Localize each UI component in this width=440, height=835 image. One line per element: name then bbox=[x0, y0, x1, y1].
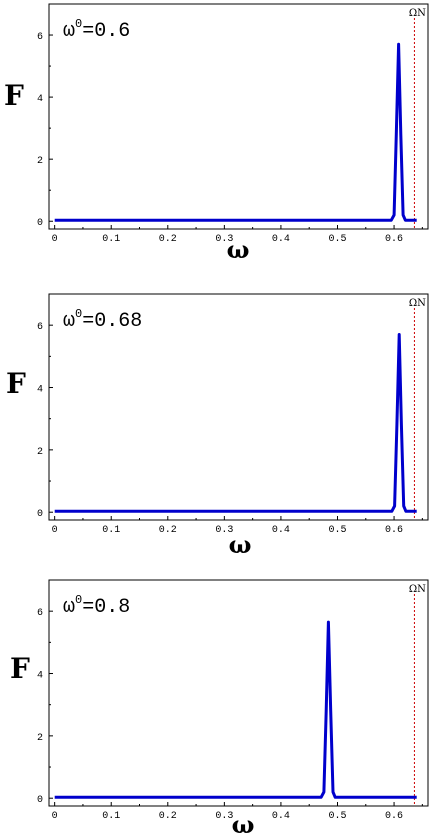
y-tick-label: 4 bbox=[37, 385, 43, 396]
y-tick-label: 6 bbox=[37, 608, 43, 619]
x-tick-label: 0.6 bbox=[385, 811, 403, 822]
y-axis-label: F bbox=[6, 367, 26, 400]
y-tick-label: 6 bbox=[37, 32, 43, 43]
x-tick-label: 0.3 bbox=[215, 525, 233, 536]
x-tick-label: 0.4 bbox=[272, 525, 290, 536]
y-tick-label: 0 bbox=[37, 509, 43, 520]
x-tick-label: 0.2 bbox=[159, 811, 177, 822]
series-line bbox=[54, 333, 417, 513]
y-tick-label: 4 bbox=[37, 671, 43, 682]
y-tick-label: 0 bbox=[37, 218, 43, 229]
x-tick-label: 0.1 bbox=[102, 525, 120, 536]
x-axis-label: ω bbox=[232, 810, 255, 835]
omega0-annotation: ω0=0.8 bbox=[63, 593, 130, 619]
y-tick-label: 2 bbox=[37, 156, 43, 167]
y-tick-label: 2 bbox=[37, 733, 43, 744]
x-tick-label: 0.5 bbox=[328, 525, 346, 536]
x-tick-label: 0.4 bbox=[272, 234, 290, 245]
x-tick-label: 0 bbox=[52, 234, 58, 245]
x-tick-label: 0 bbox=[52, 525, 58, 536]
x-tick-label: 0.4 bbox=[272, 811, 290, 822]
x-tick-label: 0.5 bbox=[328, 811, 346, 822]
y-tick-label: 2 bbox=[37, 447, 43, 458]
x-axis-label: ω bbox=[227, 235, 250, 264]
x-tick-label: 0.6 bbox=[385, 525, 403, 536]
x-tick-label: 0.6 bbox=[385, 234, 403, 245]
y-tick-label: 4 bbox=[37, 94, 43, 105]
y-axis-label: F bbox=[10, 652, 30, 685]
chart-panel-2: 0 0.1 0.2 0.3 0.4 0.5 0.6 0 2 4 6 ΩN ω0=0.68 Fω bbox=[6, 293, 429, 559]
omega-n-marker-label: ΩN bbox=[409, 584, 426, 595]
plot-frame bbox=[48, 579, 429, 807]
x-tick-label: 0.3 bbox=[215, 234, 233, 245]
x-tick-label: 0.5 bbox=[328, 234, 346, 245]
omega0-annotation: ω0=0.68 bbox=[63, 307, 142, 333]
x-tick-label: 0.1 bbox=[102, 234, 120, 245]
y-tick-label: 0 bbox=[37, 795, 43, 806]
series-line bbox=[54, 42, 417, 222]
x-tick-label: 0.2 bbox=[159, 525, 177, 536]
plot-frame bbox=[48, 293, 429, 521]
x-tick-label: 0.2 bbox=[159, 234, 177, 245]
omega-n-marker-label: ΩN bbox=[409, 298, 426, 309]
chart-panel-3: 0 0.1 0.2 0.3 0.4 0.5 0.6 0 2 4 6 ΩN ω0=0.8 Fω bbox=[10, 579, 429, 835]
plot-frame bbox=[48, 3, 429, 230]
omega-n-marker-label: ΩN bbox=[409, 8, 426, 19]
x-tick-label: 0 bbox=[52, 811, 58, 822]
series-line bbox=[54, 620, 417, 799]
y-tick-label: 6 bbox=[37, 322, 43, 333]
x-tick-label: 0.3 bbox=[215, 811, 233, 822]
x-tick-label: 0.1 bbox=[102, 811, 120, 822]
chart-panel-1: 0 0.1 0.2 0.3 0.4 0.5 0.6 0 2 4 6 ΩN ω0=0.6 Fω bbox=[4, 3, 429, 264]
y-axis-label: F bbox=[4, 79, 24, 112]
omega0-annotation: ω0=0.6 bbox=[63, 17, 130, 43]
x-axis-label: ω bbox=[229, 530, 252, 559]
